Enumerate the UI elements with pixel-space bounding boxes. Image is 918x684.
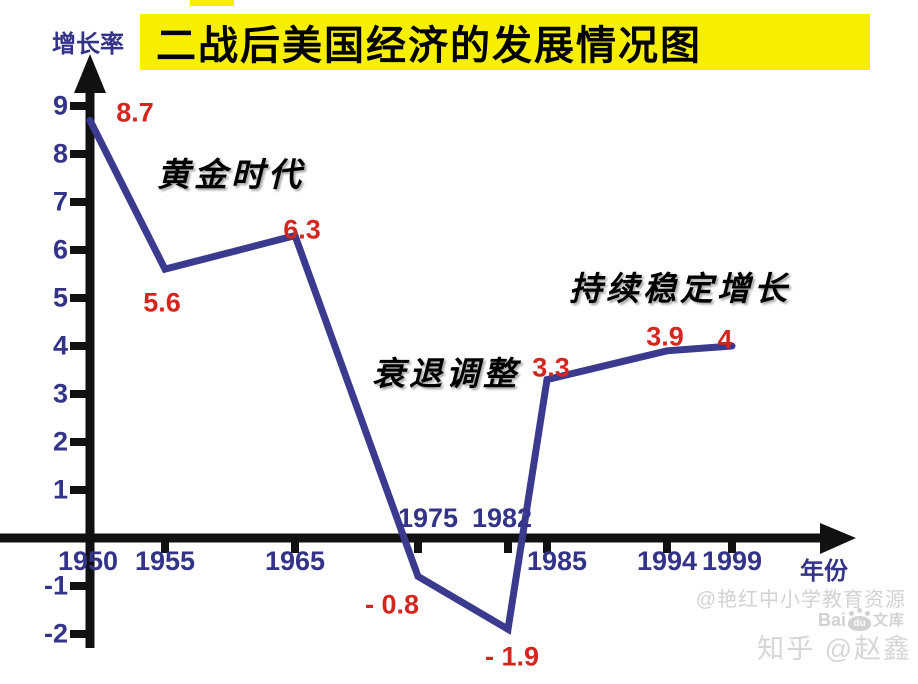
- watermark-resource: @艳红中小学教育资源: [695, 589, 906, 611]
- baidu-wenku-text: 文库: [873, 612, 906, 629]
- x-tick-label: 1982: [471, 503, 533, 533]
- top-yellow-strip: [190, 0, 234, 6]
- x-tick-label: 1999: [701, 546, 763, 576]
- watermark-baidu-wenku-logo: Bai du 文库: [818, 608, 905, 631]
- x-tick-label: 1955: [134, 546, 196, 576]
- data-point-label: - 0.8: [364, 589, 420, 620]
- y-tick-label: 2: [52, 426, 68, 457]
- baidu-bai-text: Bai: [818, 610, 847, 630]
- y-tick-label: 9: [52, 90, 68, 121]
- y-tick-label: 8: [52, 138, 68, 169]
- watermark-zhihu: 知乎 @赵鑫: [757, 634, 912, 664]
- y-tick-label: 1: [52, 474, 68, 505]
- y-tick-label: 6: [52, 234, 68, 265]
- era-annotation: 衰退调整: [372, 354, 520, 393]
- chart-title: 二战后美国经济的发展情况图: [156, 24, 702, 68]
- data-point-label: 8.7: [116, 97, 154, 128]
- data-point-label: 4: [717, 324, 733, 355]
- data-point-label: 6.3: [283, 214, 321, 245]
- paw-toe-icon: [849, 611, 855, 616]
- data-point-label: 3.3: [532, 352, 570, 383]
- data-point-label: 5.6: [143, 287, 181, 318]
- y-tick-label: 4: [52, 330, 68, 361]
- y-tick-label: -2: [43, 618, 68, 649]
- x-tick-label: 1994: [636, 546, 698, 576]
- chart-title-banner: 二战后美国经济的发展情况图: [140, 14, 870, 70]
- paw-pad-du-text: du: [848, 616, 872, 631]
- x-tick-label: 1975: [397, 503, 459, 533]
- data-point-label: - 1.9: [484, 641, 540, 672]
- y-axis-arrow-icon: [74, 54, 106, 93]
- paw-toe-icon: [857, 608, 863, 613]
- x-tick-label: 1965: [264, 546, 326, 576]
- era-annotation: 持续稳定增长: [569, 269, 791, 308]
- y-tick-label: 3: [52, 378, 68, 409]
- x-tick-label: 1950: [57, 546, 119, 576]
- x-tick-label: 1985: [526, 546, 588, 576]
- data-point-label: 3.9: [646, 321, 684, 352]
- growth-rate-line: [86, 116, 736, 635]
- y-tick-label: -1: [43, 570, 68, 601]
- era-annotation: 黄金时代: [157, 155, 305, 194]
- x-axis-title: 年份: [800, 556, 848, 585]
- y-tick-label: 7: [52, 186, 68, 217]
- paw-toe-icon: [865, 611, 871, 616]
- y-axis-title: 增长率: [52, 29, 124, 58]
- x-axis-arrow-icon: [820, 523, 856, 554]
- y-tick-label: 5: [52, 282, 68, 313]
- baidu-paw-icon: du: [847, 608, 872, 631]
